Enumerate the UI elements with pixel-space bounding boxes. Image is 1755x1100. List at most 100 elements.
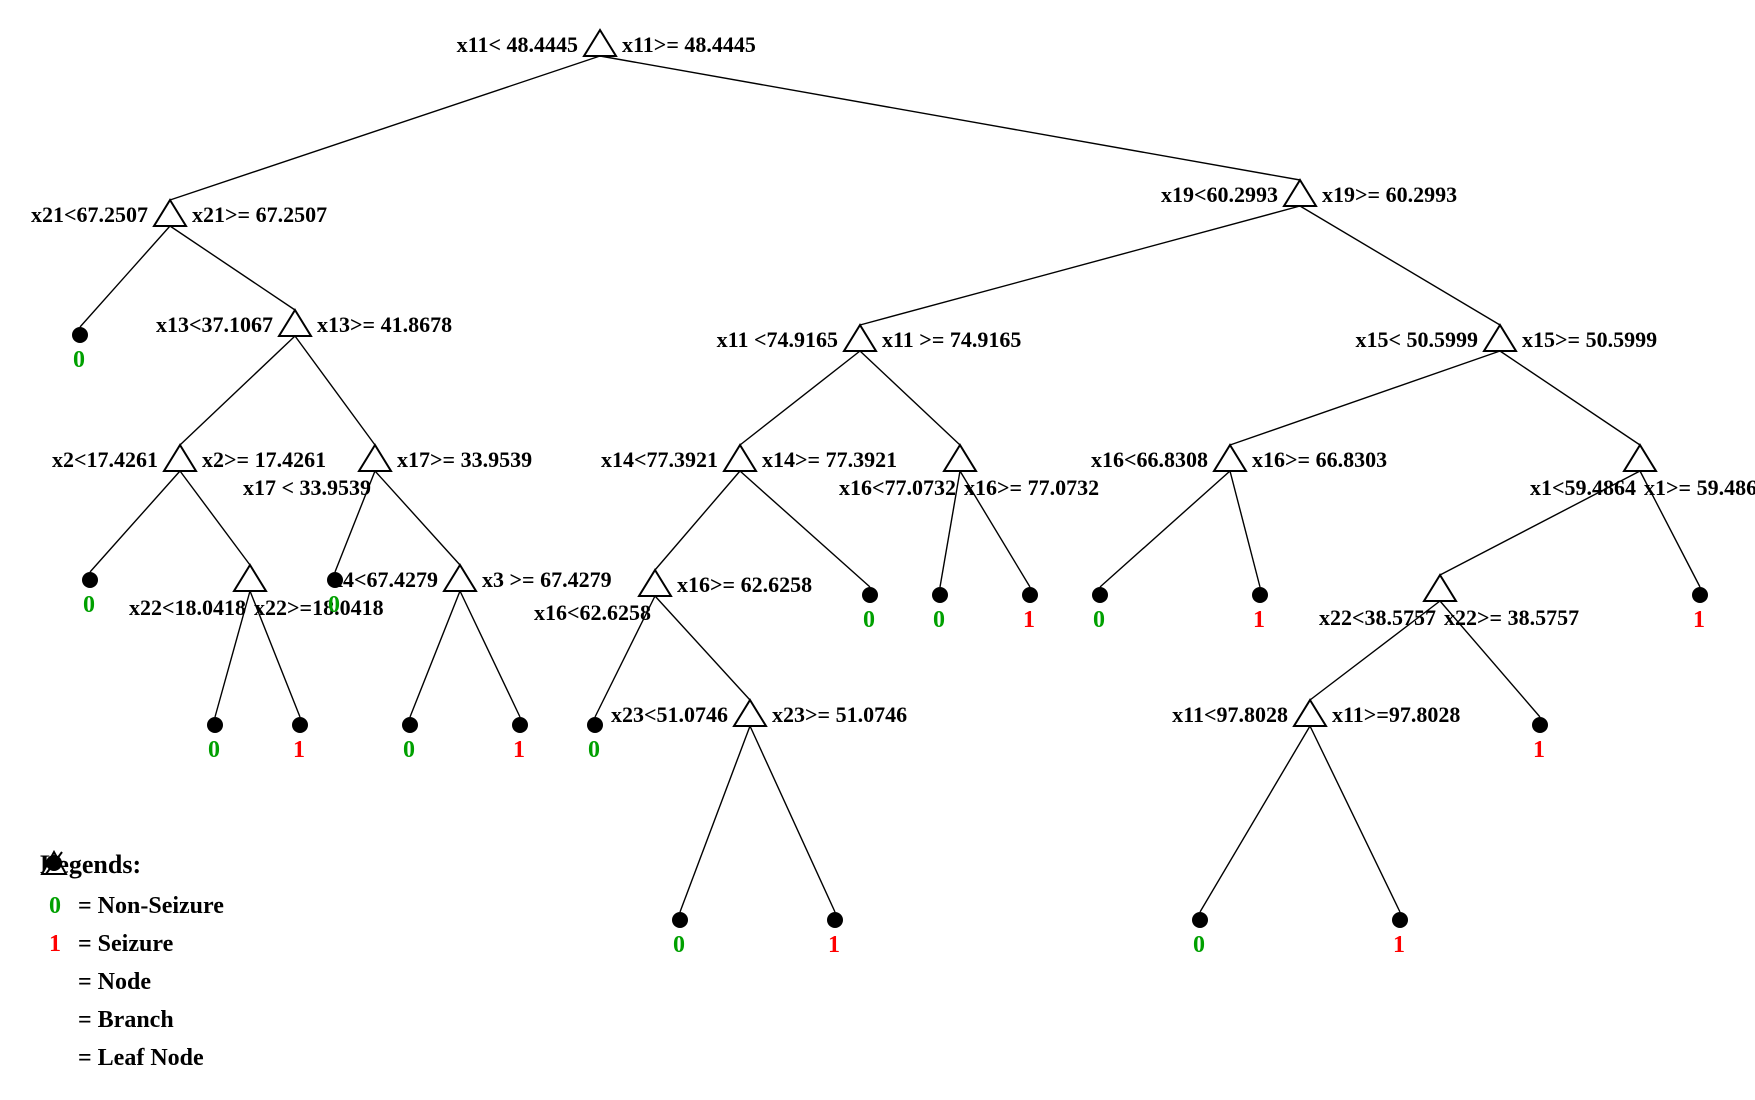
leaf-node	[1532, 717, 1548, 733]
leaf-node	[1392, 912, 1408, 928]
split-node	[234, 565, 266, 591]
split-left-label: x16<77.0732	[839, 475, 956, 501]
split-right-label: x21>= 67.2507	[192, 202, 327, 228]
split-right-label: x3 >= 67.4279	[482, 567, 612, 593]
branch-edge	[1230, 471, 1260, 587]
decision-tree-diagram: { "canvas": { "width": 1755, "height": 1…	[0, 0, 1755, 1100]
leaf-class-label: 1	[1393, 932, 1405, 959]
leaf-node	[512, 717, 528, 733]
branch-edge	[460, 591, 520, 717]
leaf-class-label: 0	[1093, 607, 1105, 634]
leaf-class-label: 0	[83, 592, 95, 619]
leaf-class-label: 1	[1023, 607, 1035, 634]
split-node	[639, 570, 671, 596]
split-right-label: x1>= 59.4864	[1644, 475, 1755, 501]
legend-row: = Branch	[40, 1006, 224, 1034]
split-node	[279, 310, 311, 336]
split-node	[1424, 575, 1456, 601]
split-left-label: x11 <74.9165	[717, 327, 838, 353]
branch-edge	[680, 726, 750, 912]
legend: Legends: 0= Non-Seizure1= Seizure= Node=…	[40, 850, 224, 1082]
split-right-label: x17>= 33.9539	[397, 447, 532, 473]
branch-edge	[180, 336, 295, 445]
split-right-label: x11>= 48.4445	[622, 32, 756, 58]
split-right-label: x16>= 77.0732	[964, 475, 1099, 501]
split-left-label: x17 < 33.9539	[243, 475, 371, 501]
legend-row: = Node	[40, 968, 224, 996]
split-left-label: x1<59.4864	[1530, 475, 1636, 501]
leaf-class-label: 1	[1533, 737, 1545, 764]
split-left-label: x13<37.1067	[156, 312, 273, 338]
leaf-class-label: 0	[1193, 932, 1205, 959]
branch-edge	[750, 726, 835, 912]
branch-edge	[860, 351, 960, 445]
leaf-node	[587, 717, 603, 733]
split-left-label: x14<77.3921	[601, 447, 718, 473]
legend-row: = Leaf Node	[40, 1044, 224, 1072]
leaf-node	[402, 717, 418, 733]
split-right-label: x15>= 50.5999	[1522, 327, 1657, 353]
split-right-label: x16>= 62.6258	[677, 572, 812, 598]
tree-svg	[0, 0, 1755, 1100]
leaf-class-label: 0	[933, 607, 945, 634]
leaf-node	[292, 717, 308, 733]
branch-edge	[600, 56, 1300, 180]
leaf-class-label: 1	[1693, 607, 1705, 634]
legend-row: 1= Seizure	[40, 930, 224, 958]
leaf-node	[827, 912, 843, 928]
branch-edge	[295, 336, 375, 445]
leaf-class-label: 0	[403, 737, 415, 764]
branch-edge	[170, 226, 295, 310]
branch-edge	[170, 56, 600, 200]
legend-branch-icon	[40, 1006, 70, 1034]
split-right-label: x23>= 51.0746	[772, 702, 907, 728]
split-right-label: x13>= 41.8678	[317, 312, 452, 338]
leaf-class-label: 0	[673, 932, 685, 959]
leaf-node	[1022, 587, 1038, 603]
leaf-class-label: 1	[1253, 607, 1265, 634]
leaf-class-label: 1	[513, 737, 525, 764]
leaf-class-label: 0	[588, 737, 600, 764]
split-node	[844, 325, 876, 351]
legend-class0-symbol: 0	[40, 892, 70, 920]
split-right-label: x2>= 17.4261	[202, 447, 326, 473]
leaf-node	[207, 717, 223, 733]
legend-node-icon	[40, 968, 70, 996]
split-left-label: x16<66.8308	[1091, 447, 1208, 473]
split-node	[1484, 325, 1516, 351]
legend-row-text: = Leaf Node	[78, 1045, 204, 1072]
branch-edge	[1310, 726, 1400, 912]
branch-edge	[1300, 206, 1500, 325]
branch-edge	[860, 206, 1300, 325]
leaf-node	[72, 327, 88, 343]
split-node	[944, 445, 976, 471]
branch-edge	[740, 351, 860, 445]
split-left-label: x16<62.6258	[534, 600, 651, 626]
branch-edge	[1500, 351, 1640, 445]
leaf-node	[1092, 587, 1108, 603]
split-left-label: x23<51.0746	[611, 702, 728, 728]
leaf-class-label: 0	[208, 737, 220, 764]
split-node	[1214, 445, 1246, 471]
split-right-label: x22>= 38.5757	[1444, 605, 1579, 631]
split-left-label: x11< 48.4445	[457, 32, 578, 58]
leaf-node	[1692, 587, 1708, 603]
legend-leaf-icon	[40, 1044, 70, 1072]
split-right-label: x11 >= 74.9165	[882, 327, 1021, 353]
split-left-label: x22<38.5757	[1319, 605, 1436, 631]
split-right-label: x14>= 77.3921	[762, 447, 897, 473]
split-right-label: x16>= 66.8303	[1252, 447, 1387, 473]
split-left-label: x22<18.0418	[129, 595, 246, 621]
split-right-label: x19>= 60.2993	[1322, 182, 1457, 208]
leaf-class-label: 1	[828, 932, 840, 959]
branch-edge	[1230, 351, 1500, 445]
legend-class1-symbol: 1	[40, 930, 70, 958]
branch-edge	[410, 591, 460, 717]
branch-edge	[375, 471, 460, 565]
split-node	[1284, 180, 1316, 206]
branch-edge	[1200, 726, 1310, 912]
leaf-class-label: 0	[863, 607, 875, 634]
leaf-class-label: 1	[293, 737, 305, 764]
split-node	[359, 445, 391, 471]
leaf-node	[932, 587, 948, 603]
